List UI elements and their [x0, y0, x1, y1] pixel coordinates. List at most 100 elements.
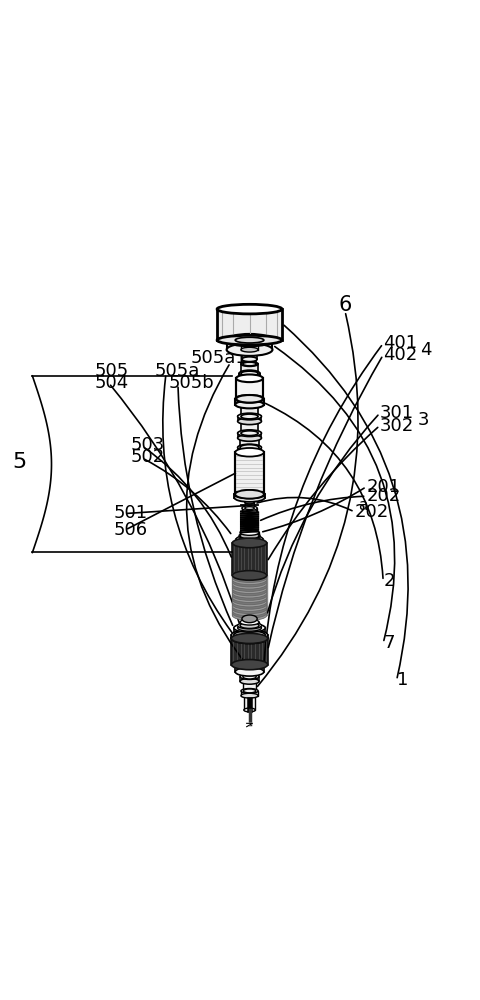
Ellipse shape	[232, 597, 267, 607]
Ellipse shape	[240, 678, 259, 684]
Bar	[239, 374, 260, 378]
Ellipse shape	[238, 418, 262, 425]
Bar	[243, 681, 256, 691]
Ellipse shape	[245, 496, 254, 499]
Ellipse shape	[232, 606, 267, 616]
Bar	[217, 309, 282, 340]
Bar	[240, 622, 259, 626]
Bar	[242, 350, 257, 359]
Ellipse shape	[243, 669, 256, 674]
Ellipse shape	[245, 507, 254, 510]
Bar	[243, 672, 256, 677]
Text: 201: 201	[366, 478, 401, 496]
Ellipse shape	[240, 530, 259, 535]
Ellipse shape	[241, 693, 258, 698]
Ellipse shape	[238, 435, 262, 441]
Ellipse shape	[235, 660, 264, 669]
Ellipse shape	[238, 413, 262, 420]
Bar	[238, 448, 262, 452]
Ellipse shape	[236, 539, 263, 547]
Ellipse shape	[240, 435, 259, 441]
Ellipse shape	[242, 357, 257, 362]
Bar	[236, 378, 263, 399]
Ellipse shape	[232, 538, 267, 548]
Bar	[238, 433, 262, 438]
Text: 505b: 505b	[168, 374, 214, 392]
Bar	[244, 696, 255, 710]
Ellipse shape	[217, 335, 282, 345]
Ellipse shape	[243, 362, 256, 366]
Ellipse shape	[235, 401, 264, 408]
Ellipse shape	[242, 613, 257, 618]
Ellipse shape	[242, 506, 257, 510]
Bar	[240, 438, 259, 448]
Ellipse shape	[227, 334, 273, 346]
Ellipse shape	[232, 573, 267, 582]
Ellipse shape	[232, 595, 267, 605]
Text: 301: 301	[380, 404, 414, 422]
Ellipse shape	[232, 608, 267, 618]
Ellipse shape	[242, 509, 257, 514]
Ellipse shape	[241, 419, 258, 424]
Text: 202: 202	[366, 487, 401, 505]
Bar	[241, 364, 258, 374]
Ellipse shape	[244, 708, 255, 712]
Ellipse shape	[243, 357, 256, 361]
Ellipse shape	[235, 668, 264, 676]
Text: 7: 7	[383, 634, 395, 652]
Ellipse shape	[234, 631, 265, 639]
Ellipse shape	[232, 591, 267, 600]
Polygon shape	[247, 723, 252, 727]
Bar	[242, 508, 257, 511]
Ellipse shape	[235, 490, 264, 499]
Bar	[234, 628, 265, 635]
Text: 202: 202	[355, 503, 389, 521]
Bar	[243, 359, 256, 364]
Bar	[238, 416, 262, 421]
Ellipse shape	[245, 501, 254, 504]
Text: 504: 504	[95, 374, 129, 392]
Ellipse shape	[232, 571, 267, 580]
Text: 505: 505	[95, 362, 129, 380]
Ellipse shape	[240, 674, 259, 679]
Ellipse shape	[241, 402, 258, 407]
Ellipse shape	[232, 577, 267, 587]
Bar	[238, 626, 262, 628]
Ellipse shape	[240, 619, 259, 625]
Bar	[242, 615, 257, 618]
Ellipse shape	[232, 593, 267, 602]
Ellipse shape	[238, 449, 262, 456]
Text: 4: 4	[420, 341, 432, 359]
Ellipse shape	[232, 602, 267, 611]
Bar	[245, 498, 254, 502]
Text: 6: 6	[338, 295, 352, 315]
Text: 5: 5	[12, 452, 27, 472]
Ellipse shape	[232, 586, 267, 596]
Text: 3: 3	[418, 411, 430, 429]
Ellipse shape	[232, 579, 267, 589]
Ellipse shape	[238, 622, 262, 629]
Ellipse shape	[242, 615, 257, 623]
Ellipse shape	[239, 532, 260, 539]
Ellipse shape	[243, 674, 256, 679]
Ellipse shape	[231, 633, 268, 644]
Bar	[240, 677, 259, 681]
Ellipse shape	[242, 616, 257, 621]
Ellipse shape	[241, 414, 258, 419]
Text: 1: 1	[396, 671, 408, 689]
Ellipse shape	[239, 536, 260, 542]
Ellipse shape	[232, 604, 267, 614]
Bar	[231, 635, 268, 638]
Ellipse shape	[238, 444, 262, 451]
Ellipse shape	[241, 338, 258, 343]
Text: 502: 502	[130, 448, 165, 466]
Ellipse shape	[231, 633, 268, 643]
Ellipse shape	[236, 535, 263, 543]
Ellipse shape	[239, 375, 260, 382]
Text: 503: 503	[130, 436, 165, 454]
Ellipse shape	[217, 304, 282, 314]
Bar	[235, 399, 264, 405]
Ellipse shape	[232, 611, 267, 620]
Ellipse shape	[238, 430, 262, 437]
Ellipse shape	[242, 347, 257, 352]
